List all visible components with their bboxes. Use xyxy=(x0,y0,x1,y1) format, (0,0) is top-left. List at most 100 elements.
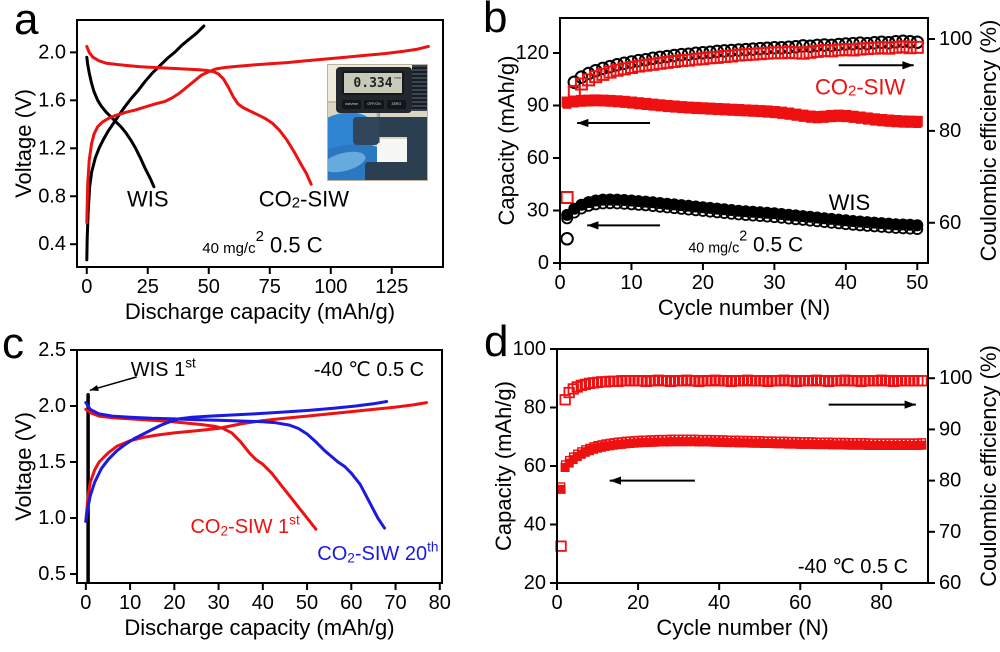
right-y-tick-label: 70 xyxy=(939,521,961,543)
y-tick-label: 2.5 xyxy=(38,339,66,361)
annotation-arrow-head xyxy=(904,400,916,409)
gauge-buttons: inch/mm OFF/ON ZERO xyxy=(342,100,406,109)
x-tick-label: 40 xyxy=(708,592,730,614)
series-co2-siw-20th-charge xyxy=(84,400,389,523)
gauge-button-off-on: OFF/ON xyxy=(364,100,384,109)
y-tick-label: 1.6 xyxy=(38,89,66,111)
gauge-anvil-block xyxy=(353,117,379,145)
annotation-label: -40 ℃ 0.5 C xyxy=(314,359,424,381)
y-axis-title: Capacity (mAh/g) xyxy=(494,56,519,226)
annotation-label: WIS xyxy=(829,189,871,214)
annotation-label: 40 mg/c2 0.5 C xyxy=(202,227,323,256)
x-tick-label: 0 xyxy=(551,592,562,614)
right-y-tick-label: 80 xyxy=(939,120,961,142)
y-tick-label: 20 xyxy=(524,572,546,594)
annotation-label: WIS 1st xyxy=(131,355,196,381)
annotation-arrow-head xyxy=(89,385,99,391)
chart-panel-a: 0 25 50 75 100 125 0.4 0.8 1.2 1.6 2.0 Discharge ca… xyxy=(11,19,444,324)
y-tick-label: 80 xyxy=(524,397,546,419)
annotation-label: CO2-SIW xyxy=(815,74,905,99)
x-tick-label: 20 xyxy=(627,592,649,614)
panel-letter-d: d xyxy=(484,317,509,366)
y-tick-label: 60 xyxy=(527,147,549,169)
y-tick-label: 1.0 xyxy=(38,507,66,529)
series-co2-siw-capacity-charge xyxy=(562,97,922,128)
x-tick-label: 60 xyxy=(340,592,362,614)
x-tick-label: 80 xyxy=(870,592,892,614)
y-tick-label: 0 xyxy=(538,252,549,274)
chart-panel-c: 0 10 20 30 40 50 60 70 80 0.5 1.0 1.5 2.0 2.5 Discharg… xyxy=(11,339,451,640)
series-co2-siw-1st-charge xyxy=(84,401,428,523)
series-co2-siw-capacity-discharge xyxy=(561,94,923,127)
gauge-reading: 0.334 xyxy=(353,75,393,91)
chart-panel-b: 0 10 20 30 40 50 0 30 60 90 120 60 80 100 Cycle number… xyxy=(494,17,1000,320)
plot-border xyxy=(76,19,444,268)
right-y-tick-label: 80 xyxy=(939,470,961,492)
y-tick-label: 90 xyxy=(527,95,549,117)
y-tick-label: 30 xyxy=(527,200,549,222)
x-tick-label: 0 xyxy=(80,592,91,614)
x-tick-label: 30 xyxy=(207,592,229,614)
y-tick-label: 60 xyxy=(524,455,546,477)
right-y-axis-title: Coulombic efficiency (%) xyxy=(976,20,1000,262)
right-y-tick-label: 60 xyxy=(939,572,961,594)
x-tick-label: 125 xyxy=(375,276,408,298)
x-tick-label: 40 xyxy=(252,592,274,614)
x-tick-label: 10 xyxy=(620,272,642,294)
right-y-tick-label: 60 xyxy=(939,212,961,234)
x-tick-label: 60 xyxy=(789,592,811,614)
x-axis-title: Cycle number (N) xyxy=(658,295,830,320)
annotation-label: -40 ℃ 0.5 C xyxy=(798,556,908,578)
y-tick-label: 0.4 xyxy=(38,233,66,255)
y-tick-label: 40 xyxy=(524,514,546,536)
x-tick-label: 25 xyxy=(137,276,159,298)
x-tick-label: 20 xyxy=(692,272,714,294)
series-co2-siw-efficiency xyxy=(555,374,928,552)
x-tick-label: 0 xyxy=(554,272,565,294)
series-wis-discharge xyxy=(85,55,156,189)
x-tick-label: 20 xyxy=(163,592,185,614)
x-tick-label: 80 xyxy=(429,592,451,614)
plot-border xyxy=(76,349,443,584)
x-tick-label: 50 xyxy=(906,272,928,294)
x-tick-label: 30 xyxy=(763,272,785,294)
series-co2-siw-20th-discharge xyxy=(84,401,386,530)
gauge-lcd-module: 0.334 mm inch/mm OFF/ON ZERO xyxy=(336,67,412,113)
y-tick-label: 0.5 xyxy=(38,563,66,585)
x-tick-label: 50 xyxy=(198,276,220,298)
y-tick-label: 1.5 xyxy=(38,451,66,473)
gauge-button-zero: ZERO xyxy=(386,100,406,109)
x-tick-label: 75 xyxy=(259,276,281,298)
series-co2-siw-capacity-charge xyxy=(556,434,927,491)
x-tick-label: 10 xyxy=(119,592,141,614)
x-axis-title: Discharge capacity (mAh/g) xyxy=(124,615,394,640)
panel-letter-b: b xyxy=(483,0,508,42)
gauge-lcd-screen: 0.334 mm xyxy=(342,71,404,95)
right-y-tick-label: 100 xyxy=(939,367,972,389)
x-tick-label: 50 xyxy=(296,592,318,614)
gauge-jaw-gap xyxy=(377,139,408,165)
gauge-unit-label: mm xyxy=(394,75,401,80)
right-y-tick-label: 100 xyxy=(939,28,972,50)
x-axis-title: Cycle number (N) xyxy=(656,615,828,640)
panel-letter-a: a xyxy=(14,0,39,44)
y-tick-label: 1.2 xyxy=(38,137,66,159)
y-tick-label: 100 xyxy=(513,338,546,360)
series-co2-siw-discharge xyxy=(85,44,313,186)
y-tick-label: 120 xyxy=(516,42,549,64)
plot-border xyxy=(559,17,929,264)
panel-letter-c: c xyxy=(2,319,24,368)
series-co2-siw-efficiency xyxy=(560,40,924,204)
annotation-arrow-head xyxy=(587,221,599,230)
y-axis-title: Capacity (mAh/g) xyxy=(491,381,516,551)
gauge-knurled-wheel xyxy=(412,65,427,111)
series-co2-siw-charge xyxy=(85,44,430,225)
series-wis-capacity-charge xyxy=(561,197,924,236)
y-tick-label: 2.0 xyxy=(38,395,66,417)
annotation-arrow-head xyxy=(577,118,589,128)
y-tick-label: 2.0 xyxy=(38,41,66,63)
annotation-arrow-head xyxy=(609,476,621,485)
thickness-gauge-photo: 0.334 mm inch/mm OFF/ON ZERO xyxy=(327,64,428,181)
